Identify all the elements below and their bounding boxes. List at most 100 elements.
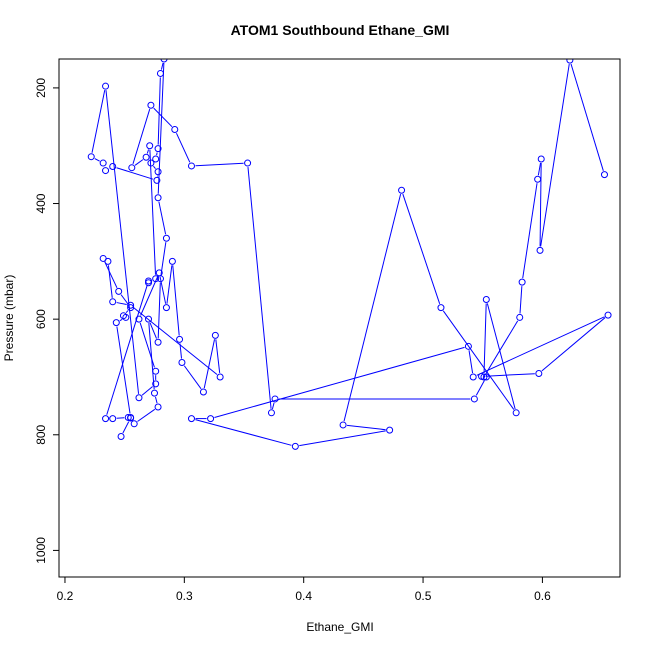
x-tick-label: 0.6	[534, 589, 551, 603]
series-line-segment	[116, 326, 131, 414]
data-point	[150, 389, 158, 397]
data-point	[178, 359, 186, 367]
data-point	[168, 257, 176, 265]
data-point	[154, 403, 162, 411]
data-point	[156, 69, 164, 77]
series-line-segment	[203, 339, 216, 389]
data-point	[469, 373, 477, 381]
series-line-segment	[106, 284, 148, 415]
series-line-segment	[215, 339, 221, 374]
data-point	[145, 279, 153, 287]
data-point	[142, 153, 150, 161]
data-point	[187, 415, 195, 423]
data-point	[207, 415, 215, 423]
data-point	[464, 342, 472, 350]
series-line-segment	[104, 261, 118, 289]
data-point	[102, 82, 110, 90]
data-point	[534, 175, 542, 183]
data-point	[398, 186, 406, 194]
series-line-segment	[148, 323, 155, 390]
data-point	[162, 234, 170, 242]
data-point	[339, 421, 347, 429]
data-point	[154, 194, 162, 202]
series-line-segment	[195, 419, 292, 446]
data-point	[127, 413, 135, 421]
data-point	[124, 413, 132, 421]
data-point	[127, 304, 135, 312]
data-point	[145, 315, 153, 323]
series-line-segment	[139, 322, 155, 368]
data-point	[176, 335, 184, 343]
series-line-segment	[179, 343, 183, 359]
data-point	[135, 394, 143, 402]
series-line-segment	[160, 242, 167, 275]
data-point	[470, 395, 478, 403]
data-point	[244, 159, 252, 167]
series-line-segment	[155, 396, 158, 404]
series-line-segment	[486, 303, 516, 410]
data-point	[482, 296, 490, 303]
series-line-segment	[91, 89, 106, 153]
x-tick-label: 0.2	[57, 589, 74, 603]
series-line-segment	[175, 132, 191, 163]
data-point	[117, 433, 125, 441]
data-point	[187, 162, 195, 170]
series-line-segment	[343, 193, 402, 422]
data-point	[109, 415, 117, 423]
series-line-segment	[156, 152, 158, 156]
x-axis: 0.2 0.3 0.4 0.5 0.6	[57, 576, 551, 603]
data-point	[109, 163, 117, 171]
data-point	[162, 304, 170, 312]
series-line-segment	[483, 303, 487, 373]
series-line-segment	[134, 159, 144, 166]
data-point	[518, 278, 526, 286]
data-point	[152, 367, 160, 375]
series-line-segment	[122, 421, 130, 434]
data-point	[271, 395, 279, 403]
data-point	[152, 155, 160, 163]
x-tick-label: 0.5	[415, 589, 432, 603]
data-point	[566, 59, 574, 64]
data-point	[122, 313, 130, 321]
data-point	[127, 301, 135, 309]
data-point	[480, 373, 488, 381]
series-line-segment	[141, 386, 153, 396]
x-tick-label: 0.3	[176, 589, 193, 603]
series-line-segment	[120, 294, 129, 305]
plot-frame	[58, 58, 621, 578]
y-tick-label: 600	[34, 309, 48, 329]
data-point	[482, 373, 490, 381]
series-line-segment	[299, 430, 386, 447]
series-line-segment	[476, 316, 605, 376]
series-line-segment	[116, 167, 154, 180]
series-line-segment	[183, 365, 202, 390]
series-line-segment	[247, 166, 272, 409]
series-line-segment	[519, 286, 523, 314]
data-point	[130, 420, 138, 428]
data-point	[109, 298, 117, 306]
data-point	[146, 142, 154, 150]
data-point	[99, 159, 107, 167]
data-point	[536, 246, 544, 254]
series-line-segment	[442, 310, 515, 410]
data-point	[291, 442, 299, 450]
series-line-segment	[347, 424, 386, 431]
data-point	[199, 388, 207, 396]
y-tick-label: 200	[34, 78, 48, 98]
data-point	[604, 311, 612, 319]
data-point	[147, 159, 155, 167]
data-point	[267, 409, 275, 417]
series-line-segment	[195, 162, 244, 167]
series-line-segment	[137, 408, 156, 422]
data-point	[128, 164, 136, 172]
data-point	[535, 370, 543, 377]
data-point	[99, 254, 107, 262]
series-line-segment	[149, 149, 156, 275]
series-line-segment	[271, 402, 275, 410]
series-line-segment	[153, 165, 156, 169]
y-tick-label: 800	[34, 424, 48, 444]
series-line-segment	[468, 350, 474, 374]
data-point	[102, 167, 110, 175]
series-line-segment	[158, 201, 167, 235]
data-point	[102, 415, 110, 423]
